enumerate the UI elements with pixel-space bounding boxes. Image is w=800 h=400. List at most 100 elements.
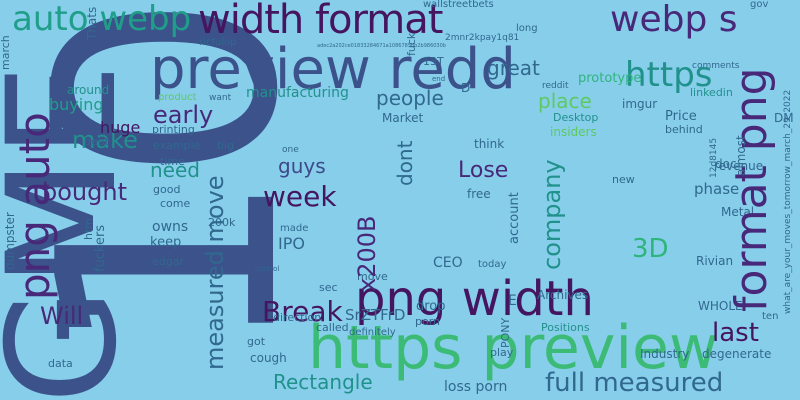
word-gov: gov	[750, 0, 769, 10]
word-time: time	[160, 155, 185, 168]
word-lose: Lose	[458, 158, 509, 183]
word-play: play	[490, 346, 514, 359]
word-need: need	[150, 158, 200, 182]
word-around: around	[67, 83, 110, 97]
word-metal: Metal	[721, 205, 755, 219]
word-full-measured: full measured	[545, 368, 724, 398]
word-12d: 12d8145	[709, 137, 719, 178]
word-people: people	[376, 86, 444, 110]
word-png-auto: png auto	[10, 112, 59, 300]
word-think: think	[474, 137, 505, 151]
word-doc: doc	[715, 157, 737, 171]
word-great: great	[487, 56, 540, 80]
word-definitely: definitely	[349, 327, 396, 338]
word-pony: PONY	[499, 317, 512, 348]
word-dm: DM	[774, 111, 794, 125]
word-week: week	[263, 180, 337, 213]
word-printing: printing	[152, 123, 195, 136]
word-ricfulop: ricfulop	[199, 37, 237, 48]
word-width-format: width format	[198, 0, 443, 43]
word-control: control	[255, 265, 280, 273]
word-insiders: insiders	[550, 125, 597, 139]
word-long: long	[516, 23, 538, 34]
word-new: new	[612, 173, 635, 186]
word-company: company	[538, 159, 566, 270]
word-ceo: CEO	[433, 255, 463, 271]
word-huge: huge	[100, 118, 141, 137]
word-https-preview: https preview	[308, 313, 719, 383]
word-edgar: edgar	[152, 255, 184, 268]
word-rectangle: Rectangle	[273, 370, 373, 394]
word-comments: comments	[692, 61, 740, 71]
word-product: product	[158, 92, 197, 103]
word-prototype: prototype	[578, 71, 642, 86]
word-break: Break	[262, 295, 343, 328]
word-auto-webp: auto webp	[12, 0, 192, 39]
word-guys: guys	[278, 154, 326, 178]
word-fuck: fuck	[405, 32, 418, 56]
word-industry: Industry	[640, 347, 690, 361]
word-format-png: format png	[726, 67, 777, 312]
word-will: Will	[40, 302, 84, 330]
word-dont: dont	[393, 140, 417, 186]
word-make: make	[72, 126, 138, 154]
word-end: end	[432, 75, 446, 83]
word-e: E	[508, 293, 517, 309]
word-desktop: Desktop	[553, 111, 599, 124]
word-ten: ten	[762, 311, 779, 322]
word-faketext: adec2a202ce01833284671a1086785bb2b986030…	[317, 43, 446, 49]
word-made: made	[280, 223, 309, 234]
word-data: data	[48, 357, 73, 370]
word-200k: 200k	[208, 216, 236, 229]
word-place: place	[538, 89, 592, 113]
word-porn: porn	[415, 315, 441, 328]
word-big: big	[217, 139, 235, 152]
word-reddit: reddit	[542, 81, 569, 91]
word-https: https	[625, 55, 713, 95]
word-fuckers: fuckers	[93, 224, 108, 272]
word-account: account	[507, 192, 522, 244]
word-price: Price	[665, 109, 697, 124]
word-archives: Archives	[537, 288, 589, 302]
word-owns: owns	[152, 219, 189, 235]
word-march-date: what_are_your_moves_tomorrow_march_29_20…	[783, 89, 793, 314]
word-imgur: imgur	[622, 97, 658, 111]
word-hash: 2mnr2kpay1q81	[445, 33, 520, 43]
word-dumpster: dumpster	[3, 212, 17, 270]
word-market: Market	[382, 111, 424, 125]
word-sec: sec	[319, 281, 338, 294]
word-srztfrd: SrZTFrD	[345, 306, 406, 324]
word-degenerate: degenerate	[702, 347, 772, 361]
word-last: last	[712, 318, 759, 348]
word-13t: 13T	[423, 55, 444, 68]
word-htm: htm	[82, 218, 95, 240]
word-thats: Thats	[85, 6, 99, 40]
word-cough: cough	[250, 351, 287, 365]
word-preview-redd: preview redd	[150, 37, 516, 102]
word-loss-porn: loss porn	[444, 379, 508, 395]
word-example: example	[153, 139, 201, 152]
word-early: early	[153, 101, 214, 129]
word-almost: almost	[734, 135, 748, 176]
word-keep: keep	[150, 235, 182, 250]
word-called: called	[316, 321, 349, 334]
word-buying: buying	[49, 95, 104, 114]
word-positions: Positions	[541, 321, 590, 334]
word-one: one	[282, 145, 299, 155]
word-today: today	[478, 259, 507, 270]
word-whole: WHOLE	[698, 299, 743, 313]
word-want: want	[209, 93, 232, 103]
word-rivian: Rivian	[696, 254, 734, 268]
word-good: good	[153, 183, 181, 196]
word-behind: behind	[665, 123, 703, 136]
word-3d: 3D	[632, 234, 669, 264]
word-revenue: revenue	[714, 159, 764, 173]
word-free: free	[467, 187, 491, 201]
word-bought: bought	[42, 178, 127, 206]
word-png-width: png width	[355, 271, 594, 327]
word-x200b: x200B	[353, 215, 381, 292]
word-drop: drop	[416, 299, 446, 314]
word-direction: direction	[273, 311, 322, 324]
word-wallstreetbets: wallstreetbets	[423, 0, 494, 10]
